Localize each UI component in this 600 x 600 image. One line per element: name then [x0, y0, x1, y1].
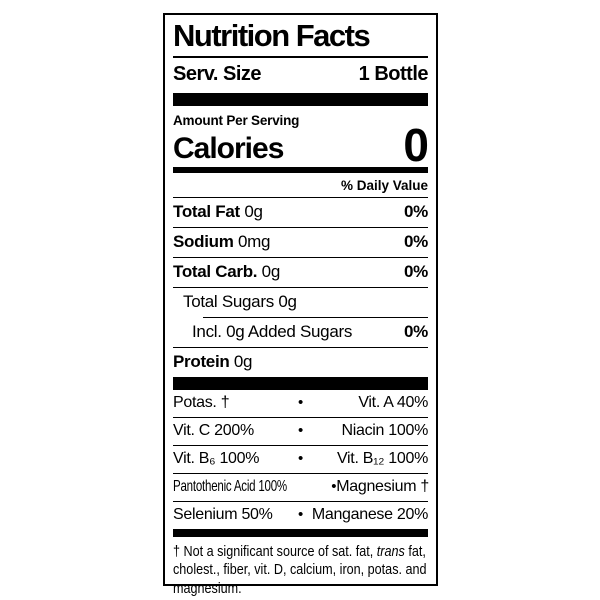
micronutrient-right: Magnesium †: [336, 477, 429, 495]
micronutrient-row-2: Vit. C 200% • Niacin 100%: [173, 418, 428, 446]
nutrient-row-sodium: Sodium 0mg 0%: [173, 228, 428, 258]
footnote-line-2: cholest., fiber, vit. D, calcium, iron, …: [173, 561, 427, 579]
micronutrient-left: Vit. B₆ 100%: [173, 449, 260, 467]
micronutrient-right: Vit. B₁₂ 100%: [336, 449, 428, 467]
nutrient-dv: 0%: [404, 231, 428, 251]
micronutrient-left: Selenium 50%: [173, 505, 273, 523]
label-title: Nutrition Facts: [173, 18, 371, 53]
bullet-icon: •: [331, 478, 337, 496]
micronutrient-row-5: Selenium 50% • Manganese 20%: [173, 502, 428, 530]
calories-row: Calories 0: [173, 119, 429, 172]
bullet-icon: •: [298, 450, 303, 468]
small-separator-bar-bottom: [173, 529, 428, 537]
micronutrient-row-1: Potas. † • Vit. A 40%: [173, 390, 428, 418]
nutrient-row-added-sugars: Incl. 0g Added Sugars 0%: [173, 318, 428, 348]
thick-separator-bar-top: [173, 93, 428, 107]
daily-value-header: % Daily Value: [173, 173, 428, 198]
nutrient-name-amount: Total Carb. 0g: [173, 261, 280, 281]
nutrient-row-protein: Protein 0g: [173, 348, 428, 377]
nutrient-dv: 0%: [404, 321, 428, 341]
micronutrient-right: Niacin 100%: [341, 421, 428, 439]
title-divider: [173, 56, 428, 59]
nutrient-name: Incl. 0g Added Sugars: [192, 321, 353, 341]
micronutrient-left: Potas. †: [173, 393, 230, 411]
medium-separator-bar: [173, 166, 428, 173]
nutrient-row-total-fat: Total Fat 0g 0%: [173, 198, 428, 228]
nutrient-name-amount: Protein 0g: [173, 351, 253, 371]
nutrient-row-total-carb: Total Carb. 0g 0%: [173, 258, 428, 288]
bullet-icon: •: [298, 506, 303, 524]
calories-value: 0: [403, 119, 429, 172]
bullet-icon: •: [298, 422, 303, 440]
nutrient-dv: 0%: [404, 201, 428, 221]
footnote-trans-italic: trans: [376, 542, 405, 560]
indented-separator: [203, 316, 428, 318]
micronutrient-row-3: Vit. B₆ 100% • Vit. B₁₂ 100%: [173, 446, 428, 474]
nutrition-facts-label: Nutrition Facts Serv. Size 1 Bottle Amou…: [163, 13, 438, 597]
nutrient-row-total-sugars: Total Sugars 0g: [173, 288, 428, 317]
serving-size-row: Serv. Size 1 Bottle: [173, 58, 429, 93]
footnote-line-3: magnesium.: [173, 579, 242, 597]
amount-per-serving-label: Amount Per Serving: [173, 113, 300, 129]
nutrient-name-amount: Total Fat 0g: [173, 201, 263, 221]
footnote: † Not a significant source of sat. fat, …: [173, 537, 428, 598]
nutrient-name-amount: Sodium 0mg: [173, 231, 271, 251]
serving-size-value: 1 Bottle: [358, 63, 429, 86]
micronutrient-left: Vit. C 200%: [173, 421, 254, 439]
serving-size-label: Serv. Size: [173, 63, 262, 86]
thick-separator-bar-middle: [173, 376, 428, 390]
calories-label: Calories: [173, 131, 284, 165]
bullet-icon: •: [298, 394, 303, 412]
micronutrient-right: Vit. A 40%: [358, 393, 428, 411]
micronutrient-row-4: Pantothenic Acid 100% • Magnesium †: [173, 474, 429, 502]
nutrient-name-amount: Total Sugars 0g: [183, 291, 297, 311]
footnote-line-1: † Not a significant source of sat. fat, …: [173, 542, 426, 560]
micronutrient-left: Pantothenic Acid 100%: [173, 477, 287, 495]
nutrient-dv: 0%: [404, 261, 428, 281]
micronutrient-right: Manganese 20%: [311, 505, 428, 523]
